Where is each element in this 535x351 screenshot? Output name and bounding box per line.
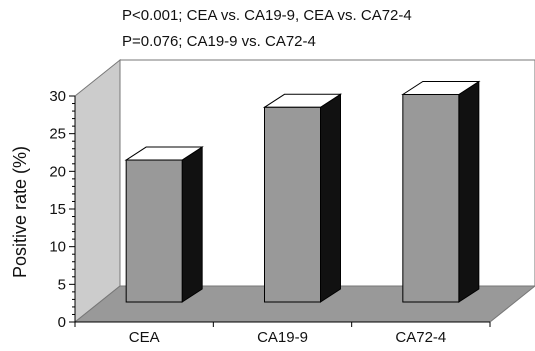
bar-front [264, 106, 321, 303]
y-tick-label: 5 [58, 276, 66, 293]
bar-front [125, 159, 183, 303]
y-tick-label: 0 [58, 314, 66, 331]
x-categories-group: CEA CA19-9 CA72-4 [74, 322, 491, 346]
bar-cea [124, 146, 204, 303]
y-tick-label: 25 [49, 126, 66, 143]
bar-side [458, 80, 480, 303]
y-tick-label: 20 [49, 163, 66, 180]
side-wall [74, 58, 121, 324]
y-tick-label: 15 [49, 201, 66, 218]
x-category-label: CA72-4 [395, 329, 446, 346]
y-tick-label: 10 [49, 239, 66, 256]
y-axis-label: Positive rate (%) [10, 146, 30, 278]
annotation-line-2: P=0.076; CA19-9 vs. CA72-4 [122, 33, 316, 50]
bar-side [320, 93, 341, 303]
bar-ca19-9 [262, 93, 343, 303]
x-category-label: CA19-9 [257, 329, 308, 346]
bars-group [124, 80, 481, 303]
y-tick-label: 30 [49, 88, 66, 105]
bar-front [402, 93, 460, 303]
bar-ca72-4 [401, 80, 481, 303]
annotation-line-1: P<0.001; CEA vs. CA19-9, CEA vs. CA72-4 [122, 7, 412, 24]
bar-side [181, 146, 203, 303]
y-ticks-group: 0 5 10 15 20 25 30 [49, 88, 75, 331]
x-category-label: CEA [129, 329, 160, 346]
